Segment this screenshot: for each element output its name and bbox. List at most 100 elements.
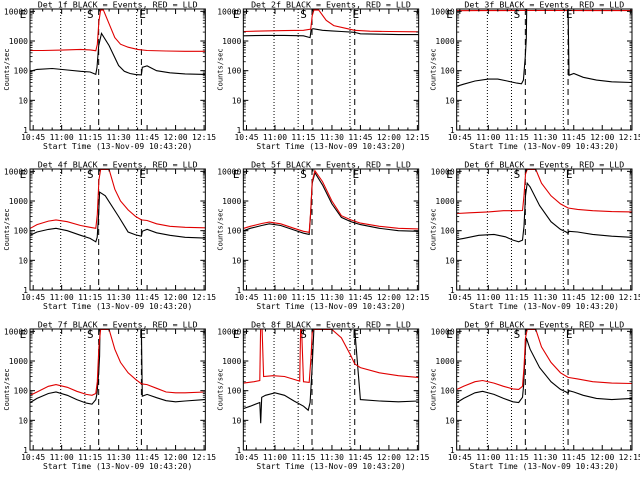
y-tick-label: 10000 — [4, 167, 28, 176]
x-tick-label: 11:45 — [135, 293, 159, 302]
y-tick-label: 1 — [450, 446, 455, 455]
x-axis-label: Start Time (13-Nov-09 10:43:20) — [256, 142, 405, 151]
x-tick-label: 12:15 — [192, 293, 216, 302]
y-tick-label: 1000 — [435, 197, 454, 206]
y-tick-label: 1000 — [222, 357, 241, 366]
series-lld — [244, 329, 419, 383]
x-tick-label: 12:15 — [405, 453, 429, 462]
x-tick-label: 12:15 — [405, 133, 429, 142]
x-axis-label: Start Time (13-Nov-09 10:43:20) — [256, 462, 405, 471]
y-tick-label: 1000 — [9, 197, 28, 206]
y-tick-label: 10 — [18, 96, 28, 105]
y-tick-label: 1 — [450, 286, 455, 295]
x-tick-label: 11:45 — [562, 453, 586, 462]
x-tick-label: 11:30 — [533, 453, 557, 462]
x-tick-label: 11:30 — [320, 293, 344, 302]
x-tick-label: 12:00 — [590, 453, 614, 462]
panel-title: Det 2f BLACK = Events, RED = LLD — [251, 0, 411, 10]
y-tick-label: 10 — [232, 256, 242, 265]
x-tick-label: 11:30 — [533, 293, 557, 302]
x-tick-label: 11:00 — [50, 133, 74, 142]
series-events — [30, 33, 205, 75]
y-tick-label: 1 — [23, 446, 28, 455]
x-tick-label: 11:45 — [135, 133, 159, 142]
y-tick-label: 100 — [14, 227, 29, 236]
plot-frame — [30, 169, 205, 290]
x-tick-label: 11:00 — [476, 133, 500, 142]
plot-frame — [457, 329, 632, 450]
x-tick-label: 12:00 — [164, 293, 188, 302]
x-axis-label: Start Time (13-Nov-09 10:43:20) — [470, 302, 619, 311]
x-tick-label: 11:30 — [320, 453, 344, 462]
interval-marker-label: E — [353, 168, 360, 181]
y-tick-label: 1000 — [9, 357, 28, 366]
x-tick-label: 11:30 — [107, 293, 131, 302]
series-events — [457, 9, 632, 86]
y-tick-label: 1 — [237, 126, 242, 135]
y-tick-label: 10000 — [4, 327, 28, 336]
y-tick-label: 10000 — [4, 7, 28, 16]
y-tick-label: 1 — [237, 286, 242, 295]
y-axis-label: Counts/sec — [216, 48, 224, 90]
panel-title: Det 4f BLACK = Events, RED = LLD — [38, 160, 198, 170]
y-tick-label: 100 — [440, 227, 455, 236]
x-axis-label: Start Time (13-Nov-09 10:43:20) — [43, 142, 192, 151]
plot-frame — [243, 9, 418, 130]
x-axis-label: Start Time (13-Nov-09 10:43:20) — [256, 302, 405, 311]
x-tick-label: 11:00 — [263, 133, 287, 142]
y-axis-label: Counts/sec — [430, 48, 438, 90]
x-tick-label: 12:15 — [192, 133, 216, 142]
x-tick-label: 11:15 — [291, 133, 315, 142]
series-lld — [457, 170, 632, 214]
y-axis-label: Counts/sec — [3, 208, 11, 250]
interval-marker-label: E — [566, 328, 573, 341]
x-tick-label: 11:15 — [291, 453, 315, 462]
y-tick-label: 10 — [232, 416, 242, 425]
x-tick-label: 11:15 — [78, 293, 102, 302]
panel-title: Det 1f BLACK = Events, RED = LLD — [38, 0, 198, 10]
interval-marker-label: E — [566, 168, 573, 181]
x-tick-label: 11:15 — [505, 133, 529, 142]
series-events — [244, 29, 419, 38]
y-axis-label: Counts/sec — [430, 208, 438, 250]
x-tick-label: 12:00 — [377, 453, 401, 462]
y-tick-label: 10000 — [431, 7, 455, 16]
panel-title: Det 8f BLACK = Events, RED = LLD — [251, 320, 411, 330]
y-tick-label: 1000 — [435, 357, 454, 366]
y-tick-label: 10 — [232, 96, 242, 105]
x-tick-label: 12:15 — [192, 453, 216, 462]
plot-frame — [30, 9, 205, 130]
x-tick-label: 12:00 — [590, 133, 614, 142]
x-tick-label: 11:30 — [320, 133, 344, 142]
x-tick-label: 11:30 — [533, 133, 557, 142]
x-tick-label: 11:45 — [348, 293, 372, 302]
y-tick-label: 100 — [440, 387, 455, 396]
y-tick-label: 1 — [23, 286, 28, 295]
x-tick-label: 12:00 — [164, 453, 188, 462]
x-tick-label: 11:00 — [50, 293, 74, 302]
y-tick-label: 10000 — [431, 327, 455, 336]
series-lld — [457, 330, 632, 390]
y-tick-label: 10000 — [217, 327, 241, 336]
interval-marker-label: E — [139, 328, 146, 341]
y-tick-label: 10 — [445, 416, 455, 425]
y-tick-label: 1000 — [222, 37, 241, 46]
interval-marker-label: E — [353, 8, 360, 21]
x-tick-label: 12:00 — [377, 293, 401, 302]
y-tick-label: 10000 — [217, 167, 241, 176]
series-events — [30, 192, 205, 242]
x-tick-label: 11:45 — [348, 133, 372, 142]
y-tick-label: 1 — [450, 126, 455, 135]
series-lld — [244, 10, 419, 32]
y-tick-label: 1000 — [435, 37, 454, 46]
